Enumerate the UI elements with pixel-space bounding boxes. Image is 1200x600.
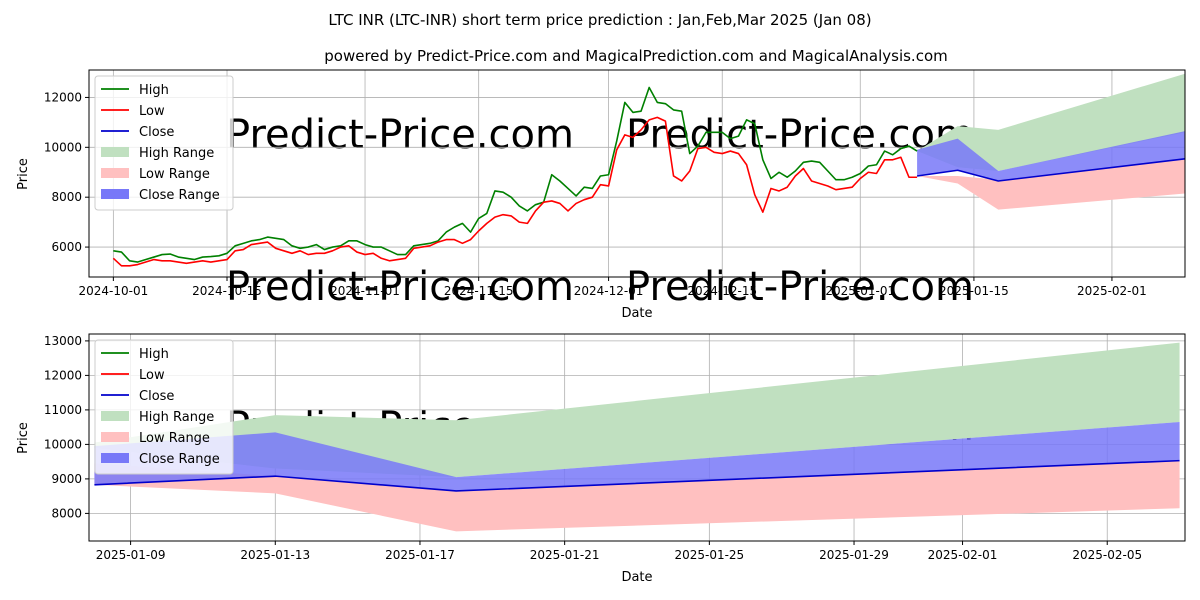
close-range-band	[917, 131, 1185, 181]
low-range-band	[917, 158, 1185, 210]
legend-swatch-close-range	[101, 453, 129, 463]
legend-label-low: Low	[139, 104, 165, 119]
high-line	[113, 86, 918, 263]
x-axis-label: Date	[621, 306, 652, 321]
legend-label-close-range: Close Range	[139, 452, 220, 467]
watermark-text: Predict-Price.com	[626, 264, 974, 310]
x-tick-label: 2024-10-15	[192, 284, 262, 298]
x-tick-label: 2024-11-15	[444, 284, 514, 298]
low-range-band	[94, 460, 1180, 532]
axes-ticks: 2024-10-01 2024-10-15 2024-11-01 2024-11-15…	[44, 90, 1147, 298]
chart-title: LTC INR (LTC-INR) short term price predi…	[328, 11, 871, 29]
price-lines	[112, 86, 1186, 267]
legend-label-high: High	[139, 83, 169, 98]
y-axis-label: Price	[16, 422, 31, 454]
x-tick-label: 2025-01-21	[530, 548, 600, 562]
legend-swatch-high-range	[101, 147, 129, 157]
x-tick-label: 2024-12-15	[687, 284, 757, 298]
x-tick-label: 2025-01-09	[96, 548, 166, 562]
legend-swatch-close-range	[101, 189, 129, 199]
high-range-band	[917, 73, 1185, 172]
axes-ticks: 2025-01-09 2025-01-13 2025-01-17 2025-01-21…	[44, 334, 1142, 562]
x-tick-label: 2025-01-29	[819, 548, 889, 562]
x-tick-label: 2025-02-01	[928, 548, 998, 562]
x-tick-label: 2025-01-01	[825, 284, 895, 298]
legend-label-high-range: High Range	[139, 410, 214, 425]
range-bands	[917, 73, 1185, 210]
legend-box	[94, 75, 234, 211]
y-axis-label: Price	[16, 158, 31, 190]
legend: High Low Close High Range Low Range Close Ran…	[94, 75, 234, 211]
plot-frame	[88, 333, 1186, 542]
x-tick-label: 2025-01-17	[385, 548, 455, 562]
legend-label-low-range: Low Range	[139, 431, 210, 446]
low-line	[112, 116, 918, 267]
x-tick-label: 2024-12-01	[574, 284, 644, 298]
legend: High Low Close High Range Low Range Close Ran…	[94, 339, 234, 475]
x-tick-label: 2024-11-01	[330, 284, 400, 298]
high-range-band	[94, 342, 1180, 478]
close-line	[94, 459, 1180, 492]
x-axis-label: Date	[621, 570, 652, 585]
y-tick-label: 8000	[51, 506, 82, 520]
legend-box	[94, 339, 234, 475]
y-tick-label: 13000	[44, 334, 82, 348]
legend-label-low: Low	[139, 368, 165, 383]
x-tick-label: 2025-01-25	[674, 548, 744, 562]
legend-label-low-range: Low Range	[139, 167, 210, 182]
y-tick-label: 9000	[51, 472, 82, 486]
chart-subtitle: powered by Predict-Price.com and Magical…	[324, 47, 948, 65]
x-tick-label: 2025-02-05	[1072, 548, 1142, 562]
legend-label-close-range: Close Range	[139, 188, 220, 203]
y-tick-label: 12000	[44, 368, 82, 382]
y-tick-label: 12000	[44, 90, 82, 104]
legend-swatch-low-range	[101, 432, 129, 442]
top-panel: Predict-Price.com Predict-Price.com Predic…	[16, 69, 1186, 321]
x-tick-label: 2025-01-15	[939, 284, 1009, 298]
x-tick-label: 2024-10-01	[78, 284, 148, 298]
legend-label-high-range: High Range	[139, 146, 214, 161]
plot-frame	[88, 69, 1186, 278]
y-tick-label: 10000	[44, 437, 82, 451]
legend-swatch-low-range	[101, 168, 129, 178]
legend-swatch-high-range	[101, 411, 129, 421]
y-tick-label: 11000	[44, 403, 82, 417]
range-bands	[94, 342, 1180, 532]
y-tick-label: 8000	[51, 190, 82, 204]
close-range-band	[94, 421, 1180, 491]
legend-label-high: High	[139, 347, 169, 362]
price-lines	[94, 459, 1180, 492]
watermark-text: Predict-Price.com	[226, 264, 574, 310]
x-tick-label: 2025-02-01	[1077, 284, 1147, 298]
legend-label-close: Close	[139, 125, 174, 140]
legend-label-close: Close	[139, 389, 174, 404]
y-tick-label: 10000	[44, 140, 82, 154]
close-line	[916, 157, 1186, 182]
watermark-text: Predict-Price.com	[226, 112, 574, 158]
y-tick-label: 6000	[51, 240, 82, 254]
x-tick-label: 2025-01-13	[240, 548, 310, 562]
